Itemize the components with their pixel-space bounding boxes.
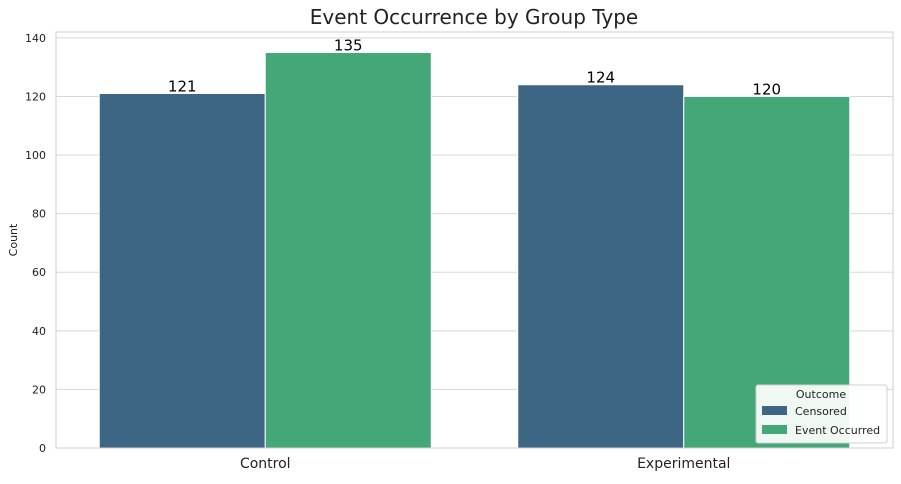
y-tick-label: 40 <box>32 325 46 338</box>
y-tick-label: 0 <box>39 442 46 455</box>
bars <box>98 52 851 449</box>
y-tick-label: 80 <box>32 208 46 221</box>
data-label-experimental-censored: 124 <box>586 69 615 87</box>
data-label-control-event-occurred: 135 <box>334 37 363 55</box>
data-label-experimental-event-occurred: 120 <box>752 80 781 98</box>
y-tick-label: 120 <box>25 90 46 103</box>
plot-frame <box>55 31 894 449</box>
legend: Outcome Censored Event Occurred <box>755 384 888 444</box>
data-label-control-censored: 121 <box>168 78 197 96</box>
x-tick-label-control: Control <box>240 456 291 472</box>
data-labels: 121 135 124 120 <box>168 37 781 99</box>
x-tick-label-experimental: Experimental <box>637 456 730 472</box>
legend-swatch-censored <box>762 406 787 415</box>
legend-label-censored: Censored <box>795 405 847 418</box>
bar-control-censored <box>98 93 266 449</box>
y-tick-label: 20 <box>32 383 46 396</box>
legend-box <box>755 384 888 444</box>
bar-control-event-occurred <box>264 52 432 449</box>
y-tick-label: 140 <box>25 32 46 45</box>
bar-experimental-censored <box>517 84 685 449</box>
chart-title: Event Occurrence by Group Type <box>310 5 638 29</box>
legend-label-event-occurred: Event Occurred <box>795 424 880 437</box>
legend-swatch-event-occurred <box>762 425 787 434</box>
y-axis-label: Count <box>7 223 20 256</box>
legend-title: Outcome <box>796 388 846 401</box>
y-tick-label: 60 <box>32 266 46 279</box>
y-tick-label: 100 <box>25 149 46 162</box>
axes: 0 20 40 60 80 100 120 140 Control Experimental <box>25 32 730 472</box>
